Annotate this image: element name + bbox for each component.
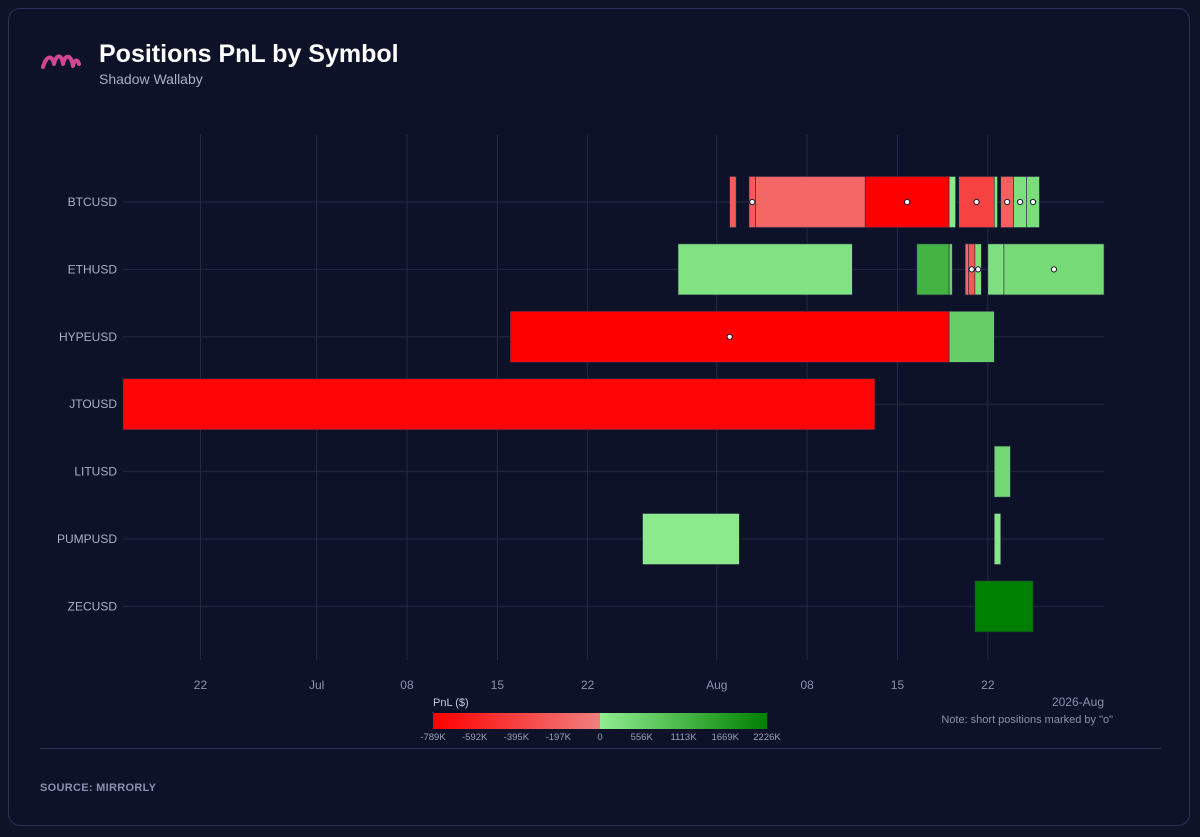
short-marker [1016,198,1024,206]
position-bar [964,243,969,296]
short-marker [973,198,980,206]
page-title: Positions PnL by Symbol [99,40,399,68]
colorbar-tick-label: 556K [631,732,654,743]
y-category-label: LITUSD [74,465,117,479]
x-tick-label: 08 [800,678,814,692]
short-marker [1050,266,1058,273]
colorbar-positive [600,713,767,729]
colorbar-tick-label: -197K [546,732,572,743]
y-category-label: ZECUSD [68,599,118,613]
colorbar-tick-label: 2226K [753,732,781,743]
colorbar-tick-label: -789K [420,732,446,743]
short-marker [1029,198,1037,206]
x-tick-label: 22 [581,678,595,692]
y-category-label: PUMPUSD [57,532,117,546]
colorbar-negative [433,713,600,729]
x-tick-label: 15 [891,678,905,692]
position-bar [755,176,866,228]
short-marker [749,198,756,206]
footer-divider [40,748,1161,749]
colorbar-tick-label: 0 [597,732,602,743]
page-subtitle: Shadow Wallaby [99,71,203,87]
x-tick-label: 15 [491,678,505,692]
x-tick-label: Aug [706,678,727,692]
y-category-label: HYPEUSD [59,330,117,344]
short-marker-note: Note: short positions marked by "o" [941,714,1113,726]
position-bar [993,445,1011,498]
x-tick-label: 08 [400,678,414,692]
position-bar [948,176,956,228]
position-bar [122,378,876,431]
short-marker [904,198,911,206]
source-label: SOURCE: MIRRORLY [40,782,157,794]
short-marker [726,333,733,340]
y-category-label: ETHUSD [68,262,118,276]
position-bar [987,243,1005,296]
colorbar-tick-label: 1113K [670,732,697,743]
x-tick-label: 22 [981,678,995,692]
y-category-label: JTOUSD [69,397,117,411]
position-bar [974,580,1034,633]
position-bar [642,513,740,565]
short-marker [1004,198,1011,206]
mirrorly-logo-icon [41,54,81,69]
position-bar [677,243,853,296]
colorbar-tick-label: 1669K [711,732,739,743]
x-tick-label: Jul [309,678,324,692]
position-bar [916,243,950,296]
position-bar [729,176,737,228]
x-tick-label: 22 [194,678,208,692]
position-bar [993,513,1002,565]
colorbar-tick-label: -395K [504,732,530,743]
y-category-label: BTCUSD [68,195,118,209]
position-bar [948,243,953,296]
short-marker [975,266,982,273]
colorbar-title: PnL ($) [433,697,469,709]
short-marker [968,266,975,273]
colorbar-tick-label: -592K [462,732,488,743]
position-bar [993,176,998,228]
position-bar [948,310,995,363]
x-axis-corner-label: 2026-Aug [1052,695,1104,709]
